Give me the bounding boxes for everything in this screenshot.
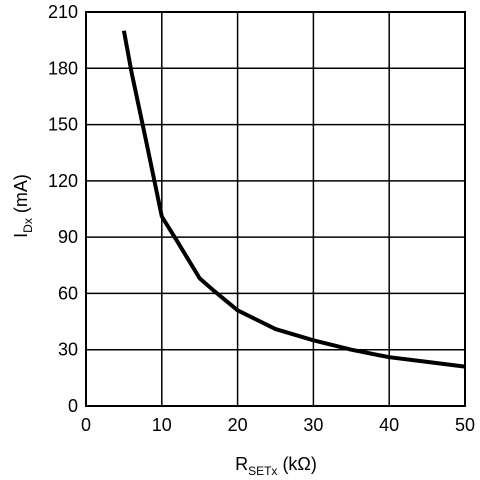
y-tick-label: 0 [68,396,78,416]
y-tick-label: 30 [58,340,78,360]
y-tick-label: 120 [48,171,78,191]
y-tick-label: 210 [48,2,78,22]
x-tick-label: 20 [228,415,248,435]
x-tick-label: 10 [152,415,172,435]
y-axis-title-sub: Dx [21,218,35,233]
x-tick-label: 30 [303,415,323,435]
x-axis-title: RSETx (kΩ) [235,454,317,478]
y-tick-label: 90 [58,227,78,247]
x-axis-title-unit: (kΩ) [277,454,316,474]
y-tick-labels: 0 30 60 90 120 150 180 210 [48,2,78,416]
y-tick-label: 180 [48,58,78,78]
x-tick-label: 0 [81,415,91,435]
y-axis-title: IDx (mA) [11,174,35,238]
x-axis-title-main: R [235,454,248,474]
y-tick-label: 150 [48,115,78,135]
x-axis-title-sub: SETx [248,464,277,478]
plot-frame [85,11,466,407]
x-tick-label: 50 [455,415,475,435]
y-axis-title-unit: (mA) [11,174,31,218]
x-tick-labels: 0 10 20 30 40 50 [81,415,475,435]
series-line [121,30,466,369]
x-tick-label: 40 [379,415,399,435]
y-tick-label: 60 [58,283,78,303]
y-axis-title-main: I [11,233,31,238]
grid [85,11,466,407]
series-layer [121,30,466,369]
